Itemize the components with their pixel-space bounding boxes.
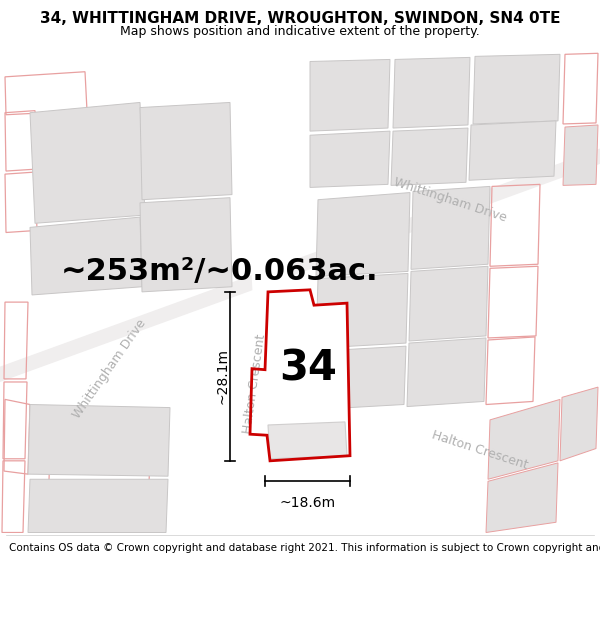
- Polygon shape: [486, 463, 558, 532]
- Polygon shape: [30, 102, 145, 223]
- Polygon shape: [140, 198, 232, 292]
- Text: ~28.1m: ~28.1m: [215, 348, 229, 404]
- Polygon shape: [316, 274, 408, 348]
- Text: Contains OS data © Crown copyright and database right 2021. This information is : Contains OS data © Crown copyright and d…: [9, 542, 600, 552]
- Text: ~18.6m: ~18.6m: [280, 496, 335, 509]
- Polygon shape: [469, 121, 556, 180]
- Polygon shape: [240, 51, 310, 532]
- Polygon shape: [0, 149, 600, 382]
- Text: Map shows position and indicative extent of the property.: Map shows position and indicative extent…: [120, 26, 480, 39]
- Polygon shape: [391, 128, 468, 186]
- Polygon shape: [30, 217, 142, 295]
- Polygon shape: [265, 415, 600, 532]
- Polygon shape: [250, 290, 350, 461]
- Polygon shape: [140, 102, 232, 200]
- Text: Halton Crescent: Halton Crescent: [430, 429, 530, 472]
- Text: ~253m²/~0.063ac.: ~253m²/~0.063ac.: [61, 257, 379, 286]
- Polygon shape: [310, 59, 390, 131]
- Polygon shape: [473, 54, 560, 124]
- Polygon shape: [563, 125, 598, 186]
- Polygon shape: [409, 266, 488, 341]
- Polygon shape: [316, 192, 410, 276]
- Polygon shape: [411, 186, 490, 269]
- Text: Whittingham Drive: Whittingham Drive: [71, 317, 149, 421]
- Polygon shape: [268, 422, 347, 459]
- Text: Whittingham Drive: Whittingham Drive: [392, 175, 508, 224]
- Polygon shape: [310, 131, 390, 188]
- Text: 34, WHITTINGHAM DRIVE, WROUGHTON, SWINDON, SN4 0TE: 34, WHITTINGHAM DRIVE, WROUGHTON, SWINDO…: [40, 11, 560, 26]
- Polygon shape: [28, 479, 168, 532]
- Polygon shape: [28, 404, 170, 476]
- Polygon shape: [560, 387, 598, 461]
- Polygon shape: [407, 338, 486, 406]
- Polygon shape: [393, 58, 470, 128]
- Polygon shape: [0, 133, 600, 399]
- Polygon shape: [314, 346, 406, 409]
- Text: Halton Crescent: Halton Crescent: [242, 333, 268, 434]
- Text: 34: 34: [279, 348, 337, 389]
- Polygon shape: [488, 399, 560, 479]
